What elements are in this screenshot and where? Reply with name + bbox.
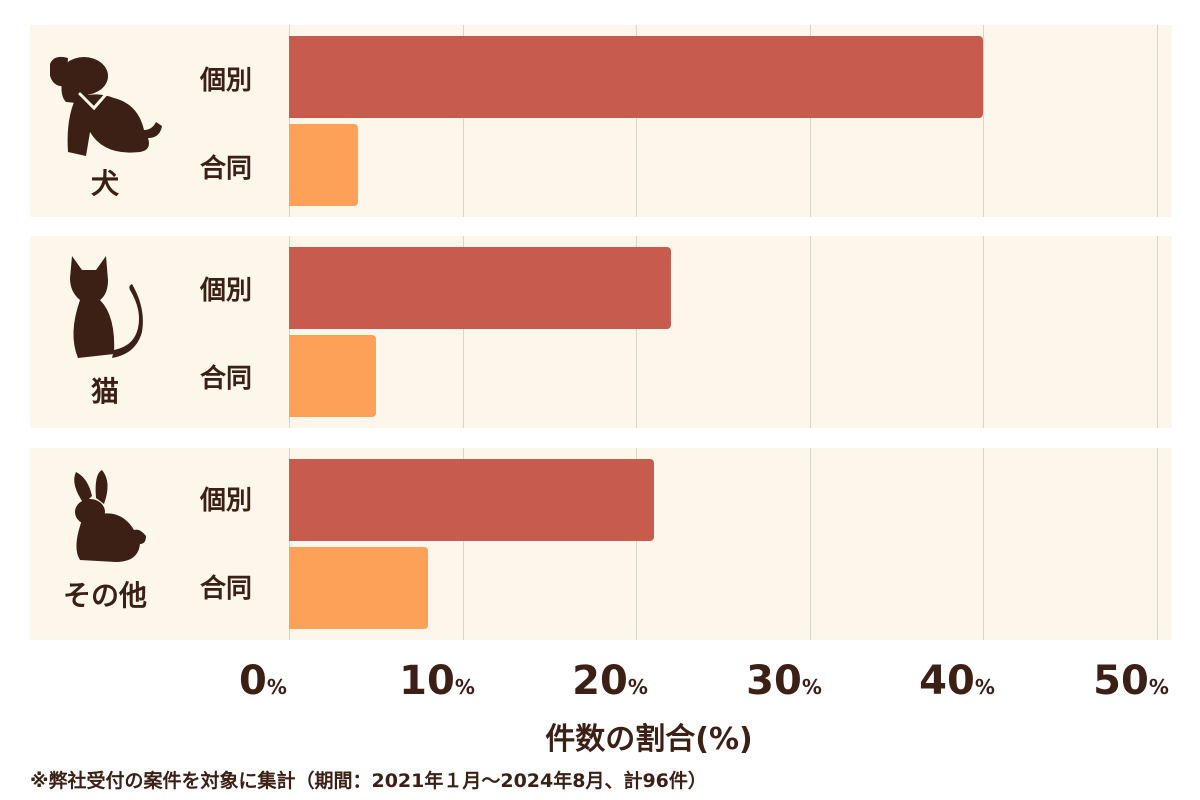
bar-other-joint <box>289 547 428 629</box>
gridline-cat-0 <box>289 236 290 428</box>
gridline-other-10 <box>463 448 464 640</box>
gridline-cat-20 <box>636 236 637 428</box>
gridline-other-40 <box>983 448 984 640</box>
series-label-individual-dog: 個別 <box>200 66 253 96</box>
series-label-joint-other: 合同 <box>200 574 253 604</box>
rabbit-icon <box>74 470 146 562</box>
gridline-dog-50 <box>1157 25 1158 217</box>
series-label-individual-cat: 個別 <box>200 276 253 306</box>
gridline-dog-0 <box>289 25 290 217</box>
category-label-other: その他 <box>62 579 147 612</box>
gridline-other-50 <box>1157 448 1158 640</box>
x-tick-0: 0% <box>239 658 287 704</box>
gridline-dog-10 <box>463 25 464 217</box>
series-label-individual-other: 個別 <box>200 486 253 516</box>
x-tick-10: 10% <box>399 658 475 704</box>
category-label-cat: 猫 <box>90 375 119 408</box>
gridline-other-20 <box>636 448 637 640</box>
x-tick-50: 50% <box>1093 658 1169 704</box>
gridline-other-0 <box>289 448 290 640</box>
bar-dog-individual <box>289 36 983 118</box>
x-tick-40: 40% <box>919 658 995 704</box>
gridline-dog-30 <box>810 25 811 217</box>
x-tick-30: 30% <box>746 658 822 704</box>
dog-icon <box>50 56 162 156</box>
category-label-dog: 犬 <box>90 167 119 200</box>
series-label-joint-cat: 合同 <box>200 364 253 394</box>
gridline-cat-30 <box>810 236 811 428</box>
gridline-other-30 <box>810 448 811 640</box>
bar-other-individual <box>289 459 654 541</box>
x-tick-20: 20% <box>572 658 648 704</box>
bar-cat-joint <box>289 335 376 417</box>
gridline-cat-40 <box>983 236 984 428</box>
bar-cat-individual <box>289 247 671 329</box>
cat-icon <box>70 256 143 358</box>
bar-dog-joint <box>289 124 358 206</box>
gridline-cat-10 <box>463 236 464 428</box>
gridline-cat-50 <box>1157 236 1158 428</box>
gridline-dog-20 <box>636 25 637 217</box>
series-label-joint-dog: 合同 <box>200 154 253 184</box>
footnote: ※弊社受付の案件を対象に集計（期間：2021年１月〜2024年8月、計96件） <box>30 770 707 792</box>
gridline-dog-40 <box>983 25 984 217</box>
x-axis-title: 件数の割合(%) <box>545 722 753 757</box>
